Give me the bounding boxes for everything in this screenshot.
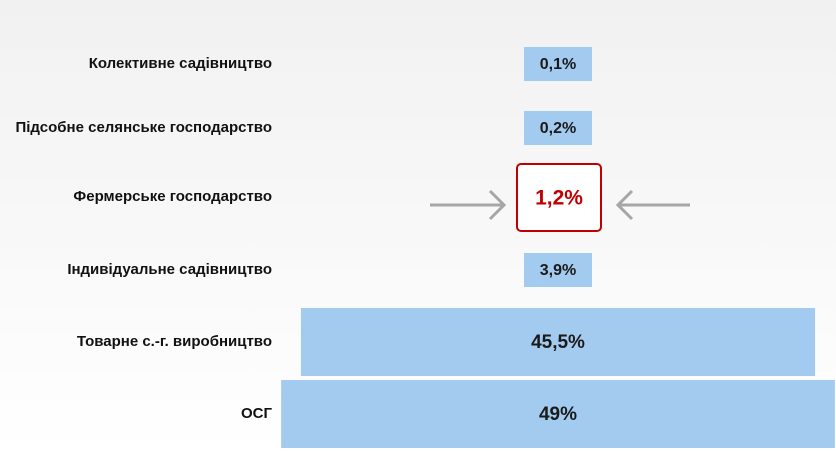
value-label: 0,2% — [540, 120, 576, 137]
bar — [281, 380, 835, 448]
arrows — [430, 189, 690, 221]
arrow-right-head — [615, 189, 634, 221]
value-label: 1,2% — [535, 187, 583, 210]
category-label: Колективне садівництво — [89, 55, 272, 72]
value-label: 49% — [539, 404, 577, 425]
category-label: Індивідуальне садівництво — [67, 261, 272, 278]
category-label: Товарне с.-г. виробництво — [77, 333, 272, 350]
value-label: 0,1% — [540, 56, 576, 73]
highlight-box — [516, 163, 602, 232]
category-label: Фермерське господарство — [73, 188, 272, 205]
bar — [524, 111, 592, 145]
value-label: 3,9% — [540, 262, 576, 279]
bar — [300, 308, 816, 376]
bar — [524, 47, 592, 81]
category-label: ОСГ — [241, 405, 273, 422]
category-label: Підсобне селянське господарство — [15, 119, 272, 136]
bar — [524, 253, 592, 287]
arrow-left-head — [488, 189, 507, 221]
value-label: 45,5% — [531, 332, 585, 353]
